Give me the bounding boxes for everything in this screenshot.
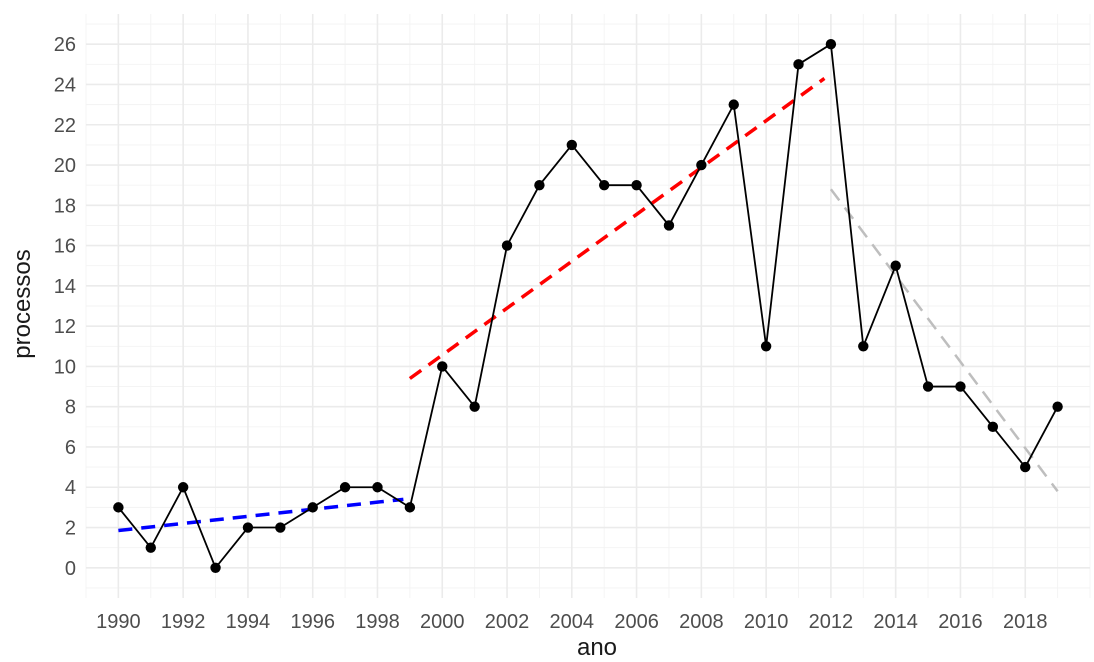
y-tick-label: 16: [54, 236, 76, 258]
data-point: [793, 59, 804, 70]
y-tick-label: 22: [54, 115, 76, 137]
y-tick-label: 8: [65, 397, 76, 419]
x-tick-label: 2010: [744, 611, 789, 633]
data-point: [307, 502, 318, 513]
x-tick-label: 1998: [355, 611, 400, 633]
data-series: [113, 39, 1063, 573]
x-tick-label: 2002: [485, 611, 530, 633]
data-point: [1020, 461, 1031, 473]
y-tick-label: 20: [54, 155, 76, 177]
data-point: [858, 341, 869, 352]
x-axis-title: ano: [577, 634, 617, 661]
data-point: [663, 220, 675, 231]
data-point: [696, 159, 707, 171]
x-tick-label: 2016: [938, 611, 983, 633]
data-point: [113, 502, 124, 513]
x-tick-label: 2014: [873, 611, 918, 633]
x-tick-label: 2008: [679, 611, 724, 633]
x-tick-label: 1996: [290, 611, 335, 633]
data-point: [1052, 401, 1063, 412]
data-point: [404, 502, 416, 513]
x-tick-labels: 1990 1992 1994 1996 1998 2000 2002 2004 2006 2008…: [96, 611, 1047, 633]
x-tick-label: 2012: [809, 611, 854, 633]
y-tick-label: 6: [65, 437, 76, 459]
x-tick-label: 1990: [96, 611, 141, 633]
y-tick-label: 14: [54, 276, 76, 298]
y-tick-label: 18: [54, 195, 76, 217]
y-tick-label: 4: [65, 477, 76, 499]
data-point: [566, 139, 578, 151]
y-tick-label: 10: [54, 356, 76, 378]
y-tick-label: 24: [54, 74, 76, 96]
data-point: [501, 240, 513, 251]
data-point: [275, 522, 286, 533]
data-point: [631, 179, 642, 191]
data-point: [372, 482, 383, 493]
y-axis-title: processos: [9, 249, 36, 358]
data-point: [760, 341, 772, 352]
data-point: [825, 39, 837, 50]
data-point: [242, 522, 254, 533]
x-tick-label: 2000: [420, 611, 465, 633]
data-point: [598, 179, 610, 191]
data-point: [728, 99, 739, 110]
x-tick-label: 2004: [550, 611, 595, 633]
y-tick-label: 26: [54, 34, 76, 56]
x-tick-label: 2018: [1003, 611, 1048, 633]
data-point: [177, 482, 189, 493]
data-point: [469, 401, 480, 412]
y-tick-label: 0: [65, 558, 76, 580]
major-gridlines: [86, 14, 1090, 598]
x-tick-label: 1994: [226, 611, 271, 633]
data-point: [890, 260, 901, 271]
data-point: [955, 381, 966, 392]
x-tick-label: 2006: [614, 611, 659, 633]
data-point: [437, 361, 448, 372]
series-line: [117, 42, 1059, 570]
data-point: [145, 542, 156, 553]
data-point: [922, 381, 934, 392]
trend-line: [118, 497, 404, 533]
trend-line: [829, 188, 1059, 493]
data-point: [987, 421, 999, 433]
trend-lines: [118, 77, 1059, 533]
data-point: [210, 562, 221, 573]
data-point: [339, 482, 351, 493]
data-point: [534, 179, 545, 191]
y-tick-label: 12: [54, 316, 76, 338]
minor-gridlines: [85, 14, 1091, 598]
trend-line: [408, 77, 826, 380]
x-tick-label: 1992: [161, 611, 206, 633]
y-tick-label: 2: [65, 518, 76, 540]
